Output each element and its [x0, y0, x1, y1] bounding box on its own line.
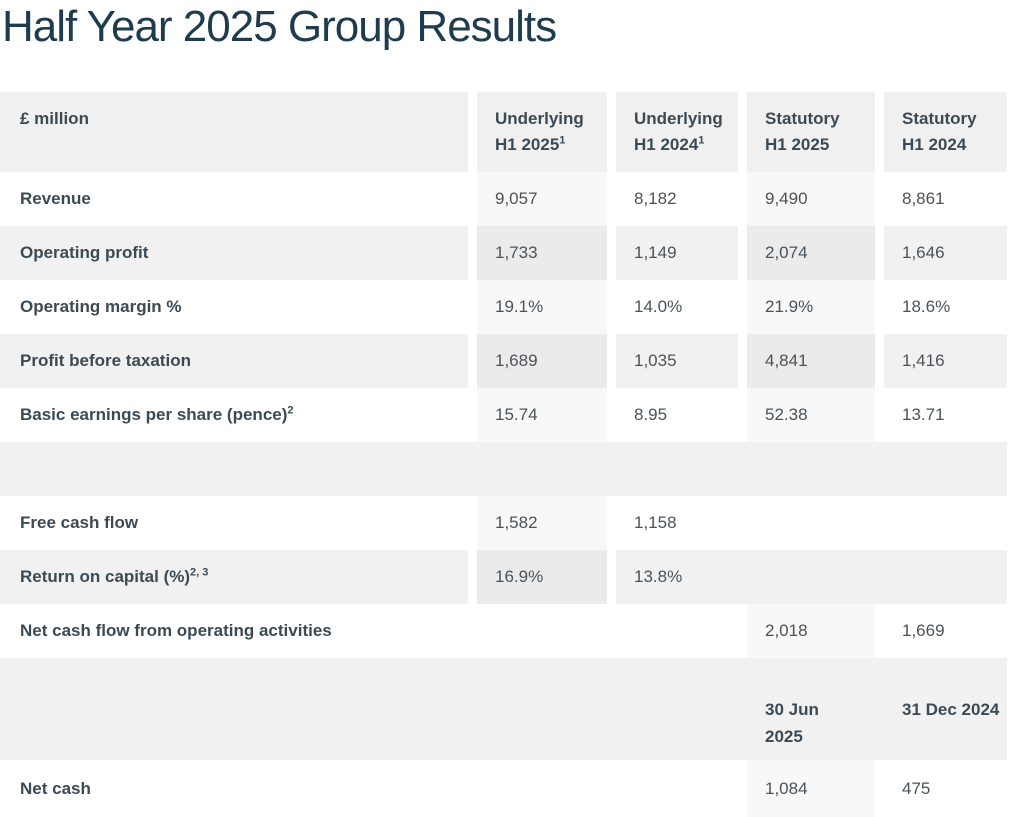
header-cell-statutory-h1-2024: Statutory H1 2024: [875, 92, 1007, 172]
table-row-revenue: Revenue 9,057 8,182 9,490 8,861: [0, 172, 1007, 226]
row-label: Net cash flow from operating activities: [20, 621, 332, 640]
date-header-spacer: [0, 658, 738, 760]
spacer-row: [0, 442, 1007, 496]
date-header-31-dec-2024: 31 Dec 2024: [902, 700, 1000, 719]
table-row-operating-margin: Operating margin % 19.1% 14.0% 21.9% 18.…: [0, 280, 1007, 334]
results-table: £ million Underlying H1 20251 Underlying H…: [0, 92, 1007, 817]
table-row-profit-before-taxation: Profit before taxation 1,689 1,035 4,841…: [0, 334, 1007, 388]
cell-value-empty: [607, 604, 738, 658]
cell-value: 1,084: [738, 760, 875, 817]
cell-value: 1,646: [875, 226, 1007, 280]
row-label: Profit before taxation: [20, 351, 191, 370]
cell-value-empty: [607, 760, 738, 817]
cell-value: 4,841: [738, 334, 875, 388]
cell-value-empty: [468, 760, 607, 817]
cell-value: 8,861: [875, 172, 1007, 226]
cell-value: 13.71: [875, 388, 1007, 442]
table-row-return-on-capital: Return on capital (%)2, 3 16.9% 13.8%: [0, 550, 1007, 604]
row-label: Operating profit: [20, 243, 149, 262]
cell-value: 18.6%: [875, 280, 1007, 334]
cell-value: 16.9%: [468, 550, 607, 604]
cell-value-empty: [875, 496, 1007, 550]
cell-value: 8.95: [607, 388, 738, 442]
cell-value: 9,057: [468, 172, 607, 226]
footnote-marker: 2: [287, 404, 294, 417]
page-title: Half Year 2025 Group Results: [2, 2, 557, 51]
cell-value: 9,490: [738, 172, 875, 226]
cell-value: 1,149: [607, 226, 738, 280]
cell-value: 13.8%: [607, 550, 738, 604]
cell-value: 52.38: [738, 388, 875, 442]
row-label: Revenue: [20, 189, 91, 208]
row-label: Free cash flow: [20, 513, 139, 532]
cell-value: 2,018: [738, 604, 875, 658]
cell-value: 1,416: [875, 334, 1007, 388]
cell-value: 8,182: [607, 172, 738, 226]
cell-value: 1,582: [468, 496, 607, 550]
header-cell-underlying-h1-2025: Underlying H1 20251: [468, 92, 607, 172]
cell-value: 475: [875, 760, 1007, 817]
table-row-free-cash-flow: Free cash flow 1,582 1,158: [0, 496, 1007, 550]
cell-value-empty: [468, 604, 607, 658]
row-label: Basic earnings per share (pence)2: [20, 404, 294, 424]
table-header-row: £ million Underlying H1 20251 Underlying H…: [0, 92, 1007, 172]
cell-value: 15.74: [468, 388, 607, 442]
cell-value: 14.0%: [607, 280, 738, 334]
row-label: Return on capital (%)2, 3: [20, 566, 209, 586]
header-cell-underlying-h1-2024: Underlying H1 20241: [607, 92, 738, 172]
cell-value-empty: [738, 550, 875, 604]
table-row-basic-eps: Basic earnings per share (pence)2 15.74 …: [0, 388, 1007, 442]
cell-value: 19.1%: [468, 280, 607, 334]
header-cell-statutory-h1-2025: Statutory H1 2025: [738, 92, 875, 172]
row-label: Operating margin %: [20, 297, 182, 316]
table-row-operating-profit: Operating profit 1,733 1,149 2,074 1,646: [0, 226, 1007, 280]
header-cell-metric: £ million: [0, 92, 468, 172]
date-header-band: 30 Jun 2025 31 Dec 2024: [0, 658, 1007, 760]
footnote-marker: 1: [559, 134, 566, 147]
cell-value: 1,158: [607, 496, 738, 550]
cell-value: 2,074: [738, 226, 875, 280]
cell-value: 21.9%: [738, 280, 875, 334]
cell-value-empty: [738, 496, 875, 550]
footnote-marker: 2, 3: [190, 566, 209, 579]
date-header-30-jun-2025: 30 Jun 2025: [765, 700, 819, 746]
row-label: Net cash: [20, 778, 91, 798]
table-row-net-cash: Net cash 1,084 475: [0, 760, 1007, 817]
cell-value: 1,035: [607, 334, 738, 388]
cell-value: 1,689: [468, 334, 607, 388]
table-row-net-cash-flow-operating: Net cash flow from operating activities …: [0, 604, 1007, 658]
cell-value-empty: [875, 550, 1007, 604]
footnote-marker: 1: [698, 134, 705, 147]
cell-value: 1,669: [875, 604, 1007, 658]
cell-value: 1,733: [468, 226, 607, 280]
